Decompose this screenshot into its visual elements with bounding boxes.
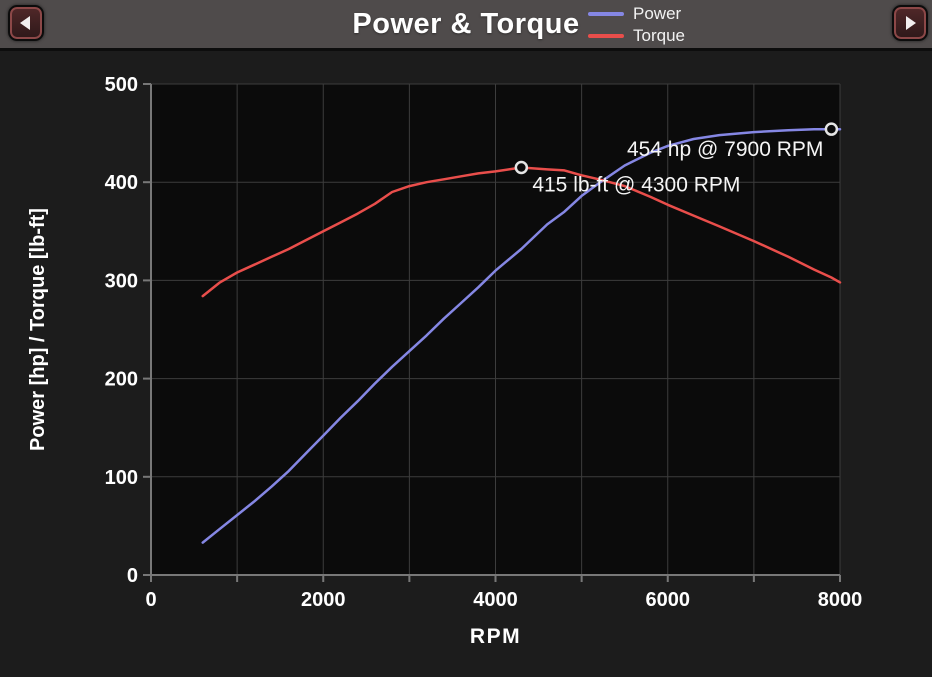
x-axis-title: RPM: [470, 625, 521, 648]
peak-annotation-torque: 415 lb-ft @ 4300 RPM: [532, 173, 740, 196]
x-tick-label: 6000: [646, 589, 691, 611]
y-tick-label: 300: [105, 270, 138, 292]
legend-item-power: Power: [588, 3, 685, 24]
y-axis-title: Power [hp] / Torque [lb-ft]: [27, 208, 49, 451]
peak-marker-power: [824, 122, 839, 136]
x-tick-label: 4000: [473, 589, 518, 611]
y-tick-label: 400: [105, 172, 138, 194]
legend-item-torque: Torque: [588, 25, 685, 46]
series-line-torque: [201, 166, 842, 298]
peak-annotation-power: 454 hp @ 7900 RPM: [627, 138, 823, 161]
series-line-power: [201, 127, 842, 544]
y-tick-label: 500: [105, 74, 138, 96]
header-bar: Power & Torque Power Torque: [0, 0, 932, 51]
next-button[interactable]: [892, 5, 928, 41]
y-tick-label: 200: [105, 369, 138, 391]
peak-marker-torque: [514, 160, 529, 175]
chart-area: 0 2000 4000 6000 8000 0 100 200 300 400 500 RPM Powe…: [0, 51, 932, 672]
power-line-swatch: [588, 11, 624, 16]
torque-line-swatch: [588, 33, 624, 38]
x-tick-label: 8000: [818, 589, 863, 611]
dyno-chart: 0 2000 4000 6000 8000 0 100 200 300 400 500 RPM Powe…: [27, 74, 863, 648]
chart-legend: Power Torque: [588, 3, 685, 46]
left-arrow-icon: [17, 14, 35, 32]
legend-label: Power: [633, 4, 682, 23]
y-tick-label: 0: [127, 565, 138, 587]
y-tick-label: 100: [105, 467, 138, 489]
x-tick-label: 0: [145, 589, 156, 611]
page-title: Power & Torque: [352, 7, 580, 40]
right-arrow-icon: [901, 14, 919, 32]
x-tick-label: 2000: [301, 589, 346, 611]
legend-label: Torque: [633, 26, 685, 45]
prev-button[interactable]: [8, 5, 44, 41]
